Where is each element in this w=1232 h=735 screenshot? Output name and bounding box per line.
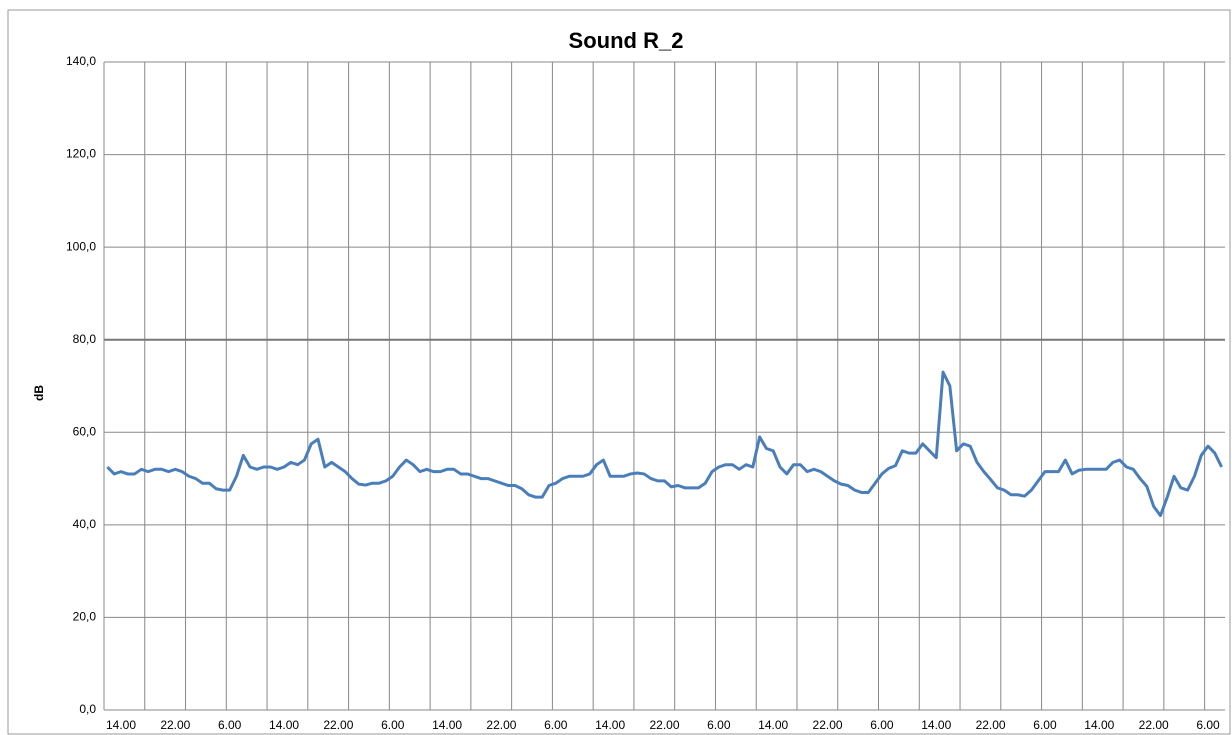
y-tick-label: 0,0: [79, 702, 96, 716]
x-tick-label: 6.00: [870, 718, 894, 732]
y-axis-label: dB: [32, 385, 46, 401]
x-tick-label: 14.00: [595, 718, 625, 732]
data-line: [106, 370, 1223, 518]
y-tick-label: 140,0: [66, 54, 96, 68]
x-tick-label: 22.00: [813, 718, 843, 732]
x-tick-label: 14.00: [106, 718, 136, 732]
y-tick-label: 120,0: [66, 147, 96, 161]
x-tick-label: 14.00: [1084, 718, 1114, 732]
x-tick-label: 22.00: [486, 718, 516, 732]
x-tick-label: 22.00: [976, 718, 1006, 732]
x-tick-label: 6.00: [1033, 718, 1057, 732]
y-tick-label: 40,0: [73, 517, 97, 531]
chart-frame: [7, 9, 1231, 735]
x-tick-label: 22.00: [1139, 718, 1169, 732]
x-tick-label: 6.00: [381, 718, 405, 732]
x-tick-label: 6.00: [1196, 718, 1220, 732]
x-tick-label: 14.00: [432, 718, 462, 732]
y-tick-label: 80,0: [73, 332, 97, 346]
x-tick-label: 6.00: [707, 718, 731, 732]
x-tick-label: 6.00: [544, 718, 568, 732]
chart-title: Sound R_2: [569, 28, 684, 53]
y-tick-label: 20,0: [73, 610, 97, 624]
x-tick-label: 14.00: [921, 718, 951, 732]
x-tick-label: 14.00: [269, 718, 299, 732]
y-tick-label: 100,0: [66, 239, 96, 253]
x-tick-label: 22.00: [160, 718, 190, 732]
y-tick-label: 60,0: [73, 424, 97, 438]
x-tick-label: 22.00: [323, 718, 353, 732]
x-tick-label: 22.00: [649, 718, 679, 732]
x-tick-label: 6.00: [218, 718, 242, 732]
x-tick-label: 14.00: [758, 718, 788, 732]
